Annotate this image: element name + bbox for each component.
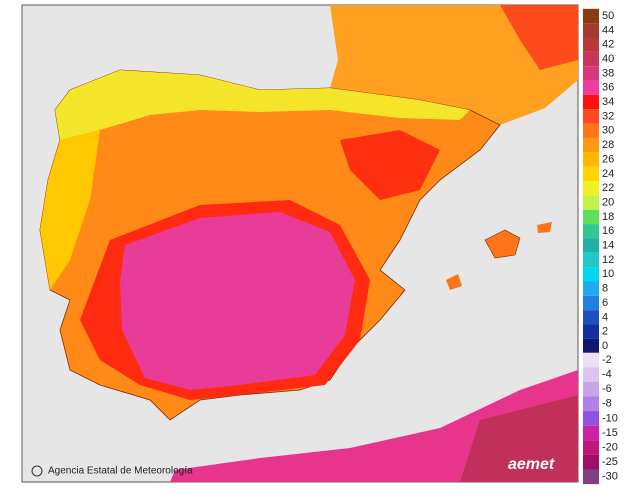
- legend-label: 42: [602, 39, 614, 51]
- france-hot: [500, 5, 578, 70]
- legend-swatch: [583, 109, 599, 124]
- legend-label: 26: [602, 153, 614, 165]
- legend-label: -4: [602, 369, 612, 381]
- legend-swatch: [583, 381, 599, 397]
- legend-swatch: [583, 440, 599, 455]
- legend-swatch: [583, 195, 599, 210]
- legend-swatch: [583, 224, 599, 239]
- ibiza: [446, 274, 462, 290]
- legend: 5044424038363432302826242220181614121086…: [583, 8, 618, 485]
- ebro-hot: [340, 130, 440, 200]
- legend-label: 22: [602, 182, 614, 194]
- legend-swatch: [583, 324, 599, 339]
- legend-label: -30: [602, 471, 618, 483]
- legend-swatch: [583, 51, 599, 67]
- legend-swatch: [583, 152, 599, 167]
- legend-swatch: [583, 80, 599, 95]
- legend-swatch: [583, 338, 599, 354]
- legend-label: 10: [602, 268, 614, 280]
- north-cool: [55, 70, 470, 140]
- legend-label: -10: [602, 412, 618, 424]
- legend-swatch: [583, 295, 599, 311]
- africa-hot: [460, 395, 578, 482]
- legend-swatch: [583, 37, 599, 52]
- legend-swatch: [583, 181, 599, 196]
- legend-label: 8: [602, 283, 608, 295]
- legend-swatch: [583, 209, 599, 225]
- legend-label: 34: [602, 96, 614, 108]
- legend-label: 38: [602, 67, 614, 79]
- legend-swatch: [583, 252, 599, 268]
- legend-label: -15: [602, 427, 618, 439]
- legend-label: 36: [602, 82, 614, 94]
- legend-swatch: [583, 454, 599, 470]
- legend-swatch: [583, 281, 599, 296]
- legend-swatch: [583, 166, 599, 182]
- legend-swatch: [583, 267, 599, 282]
- legend-label: -25: [602, 456, 618, 468]
- legend-swatch: [583, 411, 599, 426]
- copyright-icon: [31, 465, 43, 477]
- legend-swatch: [583, 310, 599, 325]
- legend-label: 14: [602, 240, 614, 252]
- legend-label: 4: [602, 311, 608, 323]
- legend-label: 16: [602, 225, 614, 237]
- logo: aemet: [508, 456, 555, 473]
- south-veryhot: [120, 212, 355, 390]
- legend-label: 20: [602, 196, 614, 208]
- legend-label: -8: [602, 398, 612, 410]
- legend-label: 40: [602, 53, 614, 65]
- legend-label: 24: [602, 168, 614, 180]
- mallorca: [484, 229, 521, 259]
- legend-swatch: [583, 8, 599, 24]
- legend-label: 2: [602, 326, 608, 338]
- legend-label: 50: [602, 10, 614, 22]
- legend-label: -20: [602, 442, 618, 454]
- legend-swatch: [583, 94, 599, 110]
- legend-label: 28: [602, 139, 614, 151]
- legend-label: 12: [602, 254, 614, 266]
- legend-label: -6: [602, 383, 612, 395]
- menorca: [537, 222, 552, 233]
- legend-swatch: [583, 238, 599, 253]
- legend-label: 0: [602, 340, 608, 352]
- legend-swatch: [583, 137, 599, 153]
- legend-label: 44: [602, 24, 614, 36]
- legend-label: 30: [602, 125, 614, 137]
- legend-swatch: [583, 123, 599, 138]
- west-coast: [40, 130, 100, 290]
- legend-label: -2: [602, 354, 612, 366]
- legend-swatch: [583, 352, 599, 368]
- credit: Agencia Estatal de Meteorología: [48, 466, 193, 477]
- france: [330, 5, 578, 125]
- legend-swatch: [583, 425, 599, 441]
- legend-swatch: [583, 469, 599, 485]
- legend-swatch: [583, 66, 599, 81]
- legend-swatch: [583, 367, 599, 382]
- legend-swatch: [583, 396, 599, 412]
- legend-label: 18: [602, 211, 614, 223]
- legend-swatch: [583, 23, 599, 38]
- legend-label: 6: [602, 297, 608, 309]
- legend-label: 32: [602, 110, 614, 122]
